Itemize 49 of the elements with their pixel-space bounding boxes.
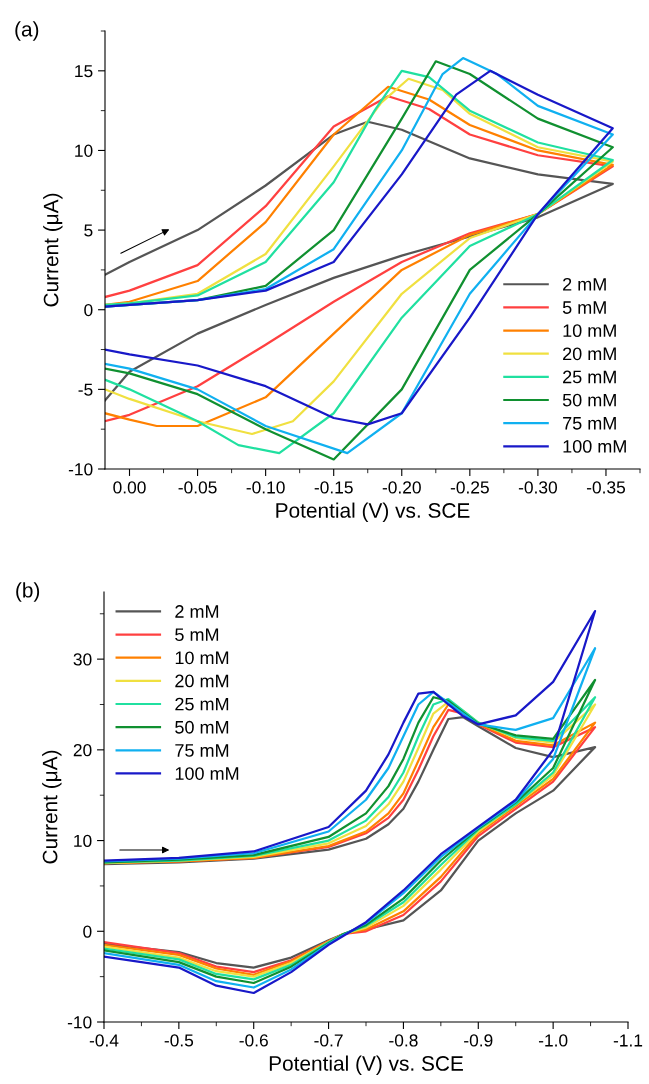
legend-label: 2 mM: [175, 605, 219, 618]
y-tick-label: 10: [75, 144, 93, 157]
legend-label: 25 mM: [175, 697, 229, 711]
x-tick-label: -0.20: [382, 481, 421, 494]
x-tick-label: -0.6: [239, 1034, 268, 1047]
y-tick-label: 10: [74, 834, 92, 848]
y-axis-title: Current (μA): [43, 193, 63, 307]
legend-label: 75 mM: [175, 744, 229, 757]
x-tick-label: -0.7: [314, 1034, 343, 1047]
legend-label: 100 mM: [175, 767, 239, 780]
x-tick-label: -0.10: [246, 481, 285, 494]
y-tick-label: 0: [83, 925, 92, 938]
x-tick-label: -0.30: [518, 481, 558, 494]
x-tick-label: -0.35: [586, 481, 626, 494]
legend-label: 5 mM: [562, 301, 606, 314]
y-tick-label: -10: [67, 1016, 92, 1029]
x-tick-label: -1.0: [538, 1034, 568, 1047]
legend-label: 75 mM: [563, 417, 616, 430]
legend-label: 50 mM: [175, 720, 229, 734]
x-tick-label: -0.4: [89, 1034, 119, 1047]
y-tick-label: -10: [68, 463, 93, 476]
legend-label: 20 mM: [563, 347, 616, 361]
legend-label: 5 mM: [175, 628, 219, 642]
legend-label: 50 mM: [562, 393, 616, 407]
y-tick-label: -5: [78, 383, 93, 396]
y-tick-label: 5: [84, 224, 93, 237]
x-tick-label: -0.8: [389, 1034, 418, 1047]
legend-label: 10 mM: [175, 651, 229, 665]
legend-label: 20 mM: [175, 674, 229, 688]
x-tick-label: -0.05: [178, 481, 217, 494]
y-tick-label: 0: [84, 303, 93, 317]
chart-title: (b): [16, 582, 40, 602]
x-axis-title: Potential (V) vs. SCE: [269, 1055, 463, 1075]
x-tick-label: -0.5: [164, 1034, 194, 1047]
x-tick-label: -0.25: [450, 481, 489, 494]
y-axis-title: Current (μA): [42, 750, 62, 864]
x-tick-label: -0.15: [314, 481, 353, 494]
x-tick-label: -1.1: [613, 1034, 643, 1047]
x-tick-label: -0.9: [464, 1034, 493, 1047]
x-tick-label: 0.00: [113, 481, 146, 494]
legend-label: 2 mM: [563, 277, 606, 291]
y-tick-label: 20: [73, 744, 92, 757]
chart-title: (a): [15, 21, 39, 41]
x-axis-title: Potential (V) vs. SCE: [276, 502, 470, 522]
legend-label: 100 mM: [563, 440, 626, 453]
y-tick-label: 15: [75, 65, 93, 78]
legend-label: 10 mM: [563, 324, 616, 338]
y-tick-label: 30: [73, 653, 92, 666]
legend-label: 25 mM: [563, 370, 616, 384]
